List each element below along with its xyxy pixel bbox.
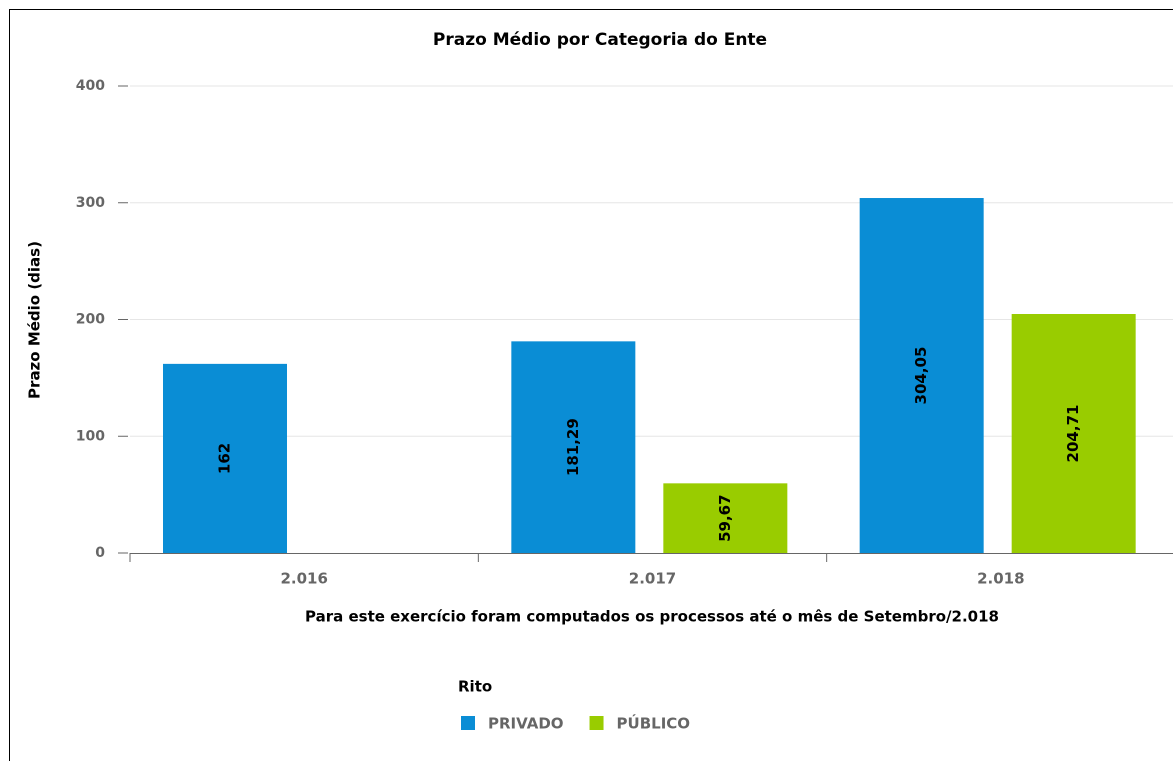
data-label: 59,67: [716, 494, 734, 541]
y-tick-label: 200: [76, 312, 105, 328]
x-tick-label: 2.016: [280, 570, 327, 588]
y-tick-label: 300: [76, 195, 105, 211]
annotation: Para este exercício foram computados os …: [305, 608, 999, 626]
data-label: 162: [216, 443, 234, 474]
x-tick-label: 2.017: [629, 570, 676, 588]
data-label: 204,71: [1064, 405, 1082, 463]
y-tick-label: 100: [76, 428, 105, 444]
bar: [511, 341, 636, 553]
y-axis-label: Prazo Médio (dias): [26, 241, 44, 399]
bar: [1011, 314, 1136, 553]
legend-swatch: [461, 716, 475, 730]
x-tick-label: 2.018: [977, 570, 1024, 588]
bar: [163, 363, 287, 553]
legend-swatch: [589, 716, 604, 730]
legend-label: PRIVADO: [488, 715, 564, 733]
bar: [663, 483, 788, 553]
data-label: 304,05: [912, 347, 930, 405]
legend-label: PÚBLICO: [617, 714, 691, 733]
bar: [859, 198, 984, 554]
legend-title: Rito: [458, 678, 492, 696]
chart-title: Prazo Médio por Categoria do Ente: [433, 30, 767, 50]
data-label: 181,29: [564, 418, 582, 476]
y-tick-label: 0: [95, 545, 105, 561]
y-tick-label: 400: [76, 78, 105, 94]
